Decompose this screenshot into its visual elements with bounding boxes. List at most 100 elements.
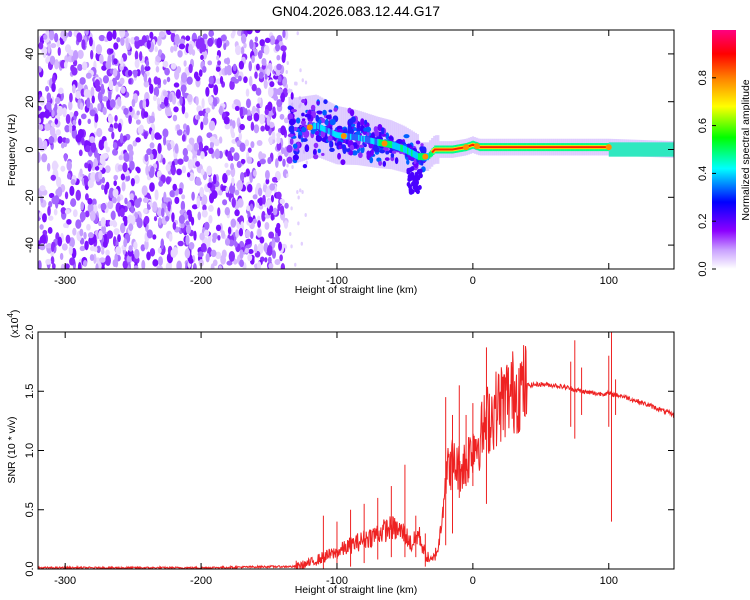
spectrogram-noise-cell bbox=[228, 250, 235, 262]
spectrogram-noise-cell bbox=[88, 36, 93, 47]
spectrogram-noise-cell bbox=[140, 244, 146, 252]
spectrogram-signal-cell bbox=[350, 140, 354, 146]
spectrogram-noise-cell bbox=[142, 197, 149, 203]
spectrogram-signal-cell bbox=[327, 135, 333, 142]
spectrogram-noise-cell bbox=[247, 147, 252, 153]
spectrogram-noise-cell bbox=[173, 106, 179, 113]
spectrogram-noise-cell bbox=[259, 158, 266, 165]
spectrogram-core bbox=[377, 138, 379, 146]
figure-title: GN04.2026.083.12.44.G17 bbox=[272, 3, 440, 19]
spectrogram-noise-cell bbox=[286, 163, 289, 168]
spectrogram-signal-cell bbox=[321, 152, 325, 156]
spectrogram-core bbox=[320, 124, 322, 131]
spectrogram-noise-cell bbox=[41, 153, 48, 163]
spectrogram-noise-cell bbox=[63, 32, 69, 38]
spectrogram-noise-cell bbox=[251, 55, 255, 64]
spectrogram-signal-cell bbox=[353, 126, 357, 132]
spectrogram-signal-cell bbox=[312, 110, 316, 119]
spectrogram-core bbox=[318, 123, 321, 130]
spectrogram-noise-cell bbox=[239, 259, 244, 268]
spectrogram-noise-cell bbox=[170, 62, 177, 70]
spectrogram-noise-cell bbox=[136, 167, 141, 174]
spectrogram-noise-cell bbox=[160, 238, 165, 250]
spectrogram-noise-cell bbox=[261, 210, 266, 222]
spectrogram-noise-cell bbox=[260, 125, 265, 132]
spectrogram-noise-cell bbox=[119, 30, 126, 38]
spectrogram-noise-cell bbox=[171, 95, 177, 105]
spectrogram-noise-cell bbox=[55, 176, 62, 188]
spectrogram-noise-cell bbox=[195, 75, 201, 82]
spectrogram-noise-cell bbox=[71, 55, 75, 63]
spectrogram-noise-cell bbox=[193, 230, 197, 241]
spectrogram-core bbox=[332, 130, 334, 137]
spectrogram-noise-cell bbox=[180, 72, 188, 84]
spectrogram-noise-cell bbox=[224, 123, 231, 130]
snr-y-ticks: 0.0 0.5 1.0 1.5 2.0 bbox=[24, 324, 674, 577]
spectrogram-noise-cell bbox=[68, 237, 75, 248]
spectrogram-core bbox=[411, 149, 413, 157]
spectrogram-noise-cell bbox=[200, 54, 204, 61]
spectrogram-noise-cell bbox=[253, 124, 260, 134]
spectrogram-noise-cell bbox=[77, 82, 82, 90]
spectrogram-noise-cell bbox=[130, 36, 136, 45]
spectrogram-noise-cell bbox=[279, 198, 285, 205]
spectrogram-signal-cell bbox=[316, 110, 323, 115]
spectrogram-noise-cell bbox=[112, 142, 118, 149]
spectrogram-signal-cell bbox=[413, 158, 417, 165]
spectrogram-noise-cell bbox=[235, 229, 240, 238]
spectrogram-noise-cell bbox=[244, 139, 250, 147]
spectrogram-signal-cell bbox=[303, 134, 309, 138]
spectrogram-signal-cell bbox=[340, 159, 346, 166]
spectrogram-noise-cell bbox=[150, 165, 155, 176]
spectrogram-noise-cell bbox=[264, 108, 269, 116]
spectrogram-noise-cell bbox=[57, 186, 63, 198]
spectrogram-core bbox=[333, 130, 336, 137]
snr-scale-factor: (x104) bbox=[6, 310, 21, 338]
spectrogram-noise-cell bbox=[252, 194, 258, 200]
spectrogram-noise-cell bbox=[246, 183, 253, 193]
spectrogram-noise-cell bbox=[248, 248, 254, 254]
spectrogram-noise-cell bbox=[208, 214, 213, 224]
spectrogram-noise-cell bbox=[79, 102, 84, 111]
spectrogram-noise-cell bbox=[79, 77, 86, 85]
spectrogram-noise-cell bbox=[276, 88, 283, 96]
spectrogram-signal-cell bbox=[313, 149, 317, 155]
spectrogram-noise-cell bbox=[201, 209, 208, 218]
spectrogram-signal-cell bbox=[370, 148, 374, 157]
spectrogram-noise-cell bbox=[38, 105, 42, 112]
spectrogram-noise-cell bbox=[211, 237, 217, 243]
spectrogram-signal-cell bbox=[368, 143, 374, 149]
spectrogram-signal-cell bbox=[407, 177, 412, 183]
spectrogram-noise-cell bbox=[106, 98, 111, 110]
spectrogram-core bbox=[378, 139, 381, 147]
spectrogram-noise-cell bbox=[152, 95, 157, 102]
spectrogram-core bbox=[397, 143, 400, 151]
spectrogram-noise-cell bbox=[158, 180, 164, 187]
spectrogram-noise-cell bbox=[269, 183, 276, 191]
spectrogram-signal-cell bbox=[321, 137, 328, 143]
spectrogram-noise-cell bbox=[223, 116, 230, 125]
spectrogram-noise-cell bbox=[87, 202, 94, 213]
spectrogram-noise-cell bbox=[129, 105, 133, 113]
spectrogram-noise-cell bbox=[170, 248, 177, 258]
spectrogram-noise-cell bbox=[301, 189, 304, 194]
spectrogram-noise-cell bbox=[237, 216, 243, 223]
spectrogram-noise-cell bbox=[119, 133, 124, 144]
spectrogram-signal-cell bbox=[328, 109, 333, 113]
spectrogram-noise-cell bbox=[264, 169, 270, 180]
spectrogram-noise-cell bbox=[78, 118, 82, 126]
spectrogram-noise-cell bbox=[51, 82, 56, 93]
spectrogram-noise-cell bbox=[201, 199, 206, 206]
spectrogram-noise-cell bbox=[113, 122, 119, 129]
spectrogram-noise-cell bbox=[295, 81, 298, 86]
spectrogram-core bbox=[347, 133, 349, 140]
spectrogram-noise-cell bbox=[286, 173, 289, 178]
spectrogram-noise-cell bbox=[250, 141, 255, 149]
spectrogram-signal-cell bbox=[312, 154, 319, 160]
spectrogram-noise-cell bbox=[87, 198, 93, 205]
spectrogram-noise-cell bbox=[78, 149, 83, 157]
spectrogram-noise-cell bbox=[153, 86, 160, 98]
spectrogram-noise-cell bbox=[294, 262, 297, 267]
spectrogram-noise-cell bbox=[84, 210, 90, 218]
spectrogram-noise-cell bbox=[123, 107, 129, 116]
